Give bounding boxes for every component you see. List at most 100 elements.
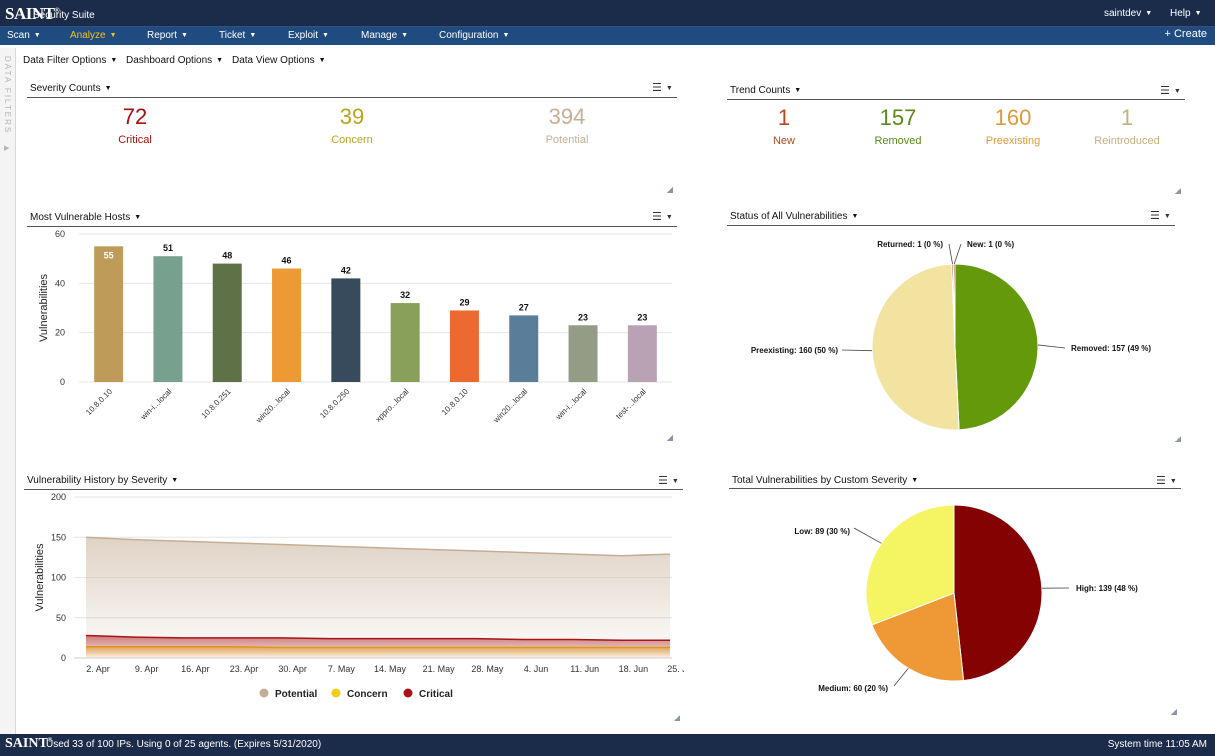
app-suite-name: Security Suite	[33, 10, 95, 21]
slice-label: High: 139 (48 %)	[1076, 584, 1138, 593]
slice-label: Preexisting: 160 (50 %)	[751, 346, 838, 355]
new-label[interactable]: New	[772, 135, 795, 147]
panel-menu-button[interactable]: ☰ ▼	[652, 81, 673, 94]
critical-count[interactable]: 72	[122, 104, 148, 129]
removed-count[interactable]: 157	[879, 105, 917, 130]
nav-analyze[interactable]: Analyze ▼	[70, 30, 117, 41]
system-time: System time 11:05 AM	[1107, 739, 1207, 750]
slice-label: Removed: 157 (49 %)	[1071, 344, 1151, 353]
y-tick-label: 20	[55, 328, 65, 338]
hamburger-icon: ☰	[658, 475, 668, 487]
pie-slice	[953, 504, 1043, 682]
resize-handle-icon[interactable]	[1175, 436, 1181, 442]
create-button[interactable]: + Create	[1164, 28, 1208, 40]
x-tick-label: 10.8.0.251	[200, 387, 233, 420]
panel-divider	[729, 488, 1181, 489]
severity-counts-title[interactable]: Severity Counts ▼	[30, 83, 112, 94]
nav-configuration[interactable]: Configuration ▼	[439, 30, 510, 41]
new-count[interactable]: 1	[777, 105, 791, 130]
slice-label: Returned: 1 (0 %)	[877, 240, 943, 249]
bar-value-label: 32	[400, 290, 410, 300]
data-filter-options[interactable]: Data Filter Options ▼	[23, 55, 118, 66]
reintroduced-label[interactable]: Reintroduced	[1094, 135, 1160, 147]
history-panel-title[interactable]: Vulnerability History by Severity ▼	[27, 475, 179, 486]
hamburger-icon: ☰	[1150, 210, 1160, 222]
caret-down-icon: ▼	[1194, 10, 1202, 17]
bar-value-label: 48	[222, 251, 232, 261]
y-tick-label: 0	[61, 653, 66, 663]
user-menu[interactable]: saintdev ▼	[1104, 8, 1153, 19]
concern-count[interactable]: 39	[339, 104, 365, 129]
x-tick-label: xppro...local	[374, 387, 411, 424]
custom-panel-title[interactable]: Total Vulnerabilities by Custom Severity…	[732, 475, 919, 486]
nav-scan[interactable]: Scan ▼	[7, 30, 41, 41]
x-tick-label: win-i...local	[553, 387, 588, 422]
x-tick-label: 7. May	[328, 664, 356, 674]
resize-handle-icon[interactable]	[1171, 709, 1177, 715]
preexisting-count[interactable]: 160	[994, 105, 1032, 130]
pie-slice	[871, 263, 960, 431]
resize-handle-icon[interactable]	[667, 435, 673, 441]
y-axis-label: Vulnerabilities	[34, 543, 46, 612]
y-tick-label: 100	[51, 573, 66, 583]
nav-exploit[interactable]: Exploit ▼	[288, 30, 329, 41]
dashboard-options[interactable]: Dashboard Options ▼	[126, 55, 224, 66]
panel-menu-button[interactable]: ☰ ▼	[1150, 209, 1171, 222]
potential-count[interactable]: 394	[548, 104, 586, 129]
concern-label[interactable]: Concern	[331, 134, 373, 146]
status-footer: SAINT® Used 33 of 100 IPs. Using 0 of 25…	[0, 734, 1215, 756]
caret-down-icon: ▼	[33, 32, 41, 39]
nav-ticket[interactable]: Ticket ▼	[219, 30, 257, 41]
caret-down-icon: ▼	[104, 85, 112, 92]
y-tick-label: 150	[51, 532, 66, 542]
data-view-options[interactable]: Data View Options ▼	[232, 55, 326, 66]
label-connector	[853, 527, 882, 544]
caret-down-icon: ▼	[181, 32, 188, 39]
x-tick-label: 16. Apr	[181, 664, 210, 674]
x-tick-label: 21. May	[423, 664, 456, 674]
preexisting-label[interactable]: Preexisting	[985, 135, 1041, 147]
panel-menu-button[interactable]: ☰ ▼	[1156, 474, 1177, 487]
hosts-panel-title[interactable]: Most Vulnerable Hosts ▼	[30, 212, 142, 223]
panel-menu-button[interactable]: ☰ ▼	[1160, 84, 1181, 97]
expand-arrow-icon: ▶	[4, 145, 10, 152]
x-tick-label: 25. Jun	[667, 664, 684, 674]
resize-handle-icon[interactable]	[1175, 188, 1181, 194]
y-tick-label: 50	[56, 613, 66, 623]
critical-label[interactable]: Critical	[118, 134, 152, 146]
resize-handle-icon[interactable]	[667, 187, 673, 193]
potential-label[interactable]: Potential	[545, 134, 589, 146]
bar-value-label: 55	[104, 250, 114, 260]
bar	[509, 315, 539, 382]
label-connector	[893, 667, 909, 687]
resize-handle-icon[interactable]	[674, 715, 680, 721]
removed-label[interactable]: Removed	[874, 135, 922, 147]
data-filters-toggle[interactable]: DATA FILTERS ▶	[0, 48, 16, 734]
caret-down-icon: ▼	[851, 213, 859, 220]
x-tick-label: 23. Apr	[230, 664, 259, 674]
title-bar: SAINT® Security Suite saintdev ▼ Help ▼	[0, 0, 1215, 27]
caret-down-icon: ▼	[171, 477, 179, 484]
caret-down-icon: ▼	[109, 32, 117, 39]
panel-menu-button[interactable]: ☰ ▼	[652, 210, 673, 223]
panel-divider	[27, 97, 677, 98]
y-axis-label: Vulnerabilities	[38, 273, 50, 342]
hamburger-icon: ☰	[652, 211, 662, 223]
x-tick-label: test-...local	[614, 387, 648, 421]
x-tick-label: win-i...local	[138, 387, 173, 422]
y-tick-label: 0	[60, 377, 65, 387]
label-connector	[1037, 344, 1066, 349]
nav-manage[interactable]: Manage ▼	[361, 30, 409, 41]
legend-label: Potential	[275, 689, 317, 700]
help-menu[interactable]: Help ▼	[1170, 8, 1202, 19]
bar-value-label: 42	[341, 265, 351, 275]
nav-report[interactable]: Report ▼	[147, 30, 188, 41]
slice-label: New: 1 (0 %)	[967, 240, 1014, 249]
bar-value-label: 46	[282, 256, 292, 266]
status-panel-title[interactable]: Status of All Vulnerabilities ▼	[730, 211, 859, 222]
trend-counts-title[interactable]: Trend Counts ▼	[730, 85, 802, 96]
panel-menu-button[interactable]: ☰ ▼	[658, 474, 679, 487]
reintroduced-count[interactable]: 1	[1120, 105, 1134, 130]
x-tick-label: 2. Apr	[86, 664, 110, 674]
license-usage-message: Used 33 of 100 IPs. Using 0 of 25 agents…	[46, 739, 322, 750]
